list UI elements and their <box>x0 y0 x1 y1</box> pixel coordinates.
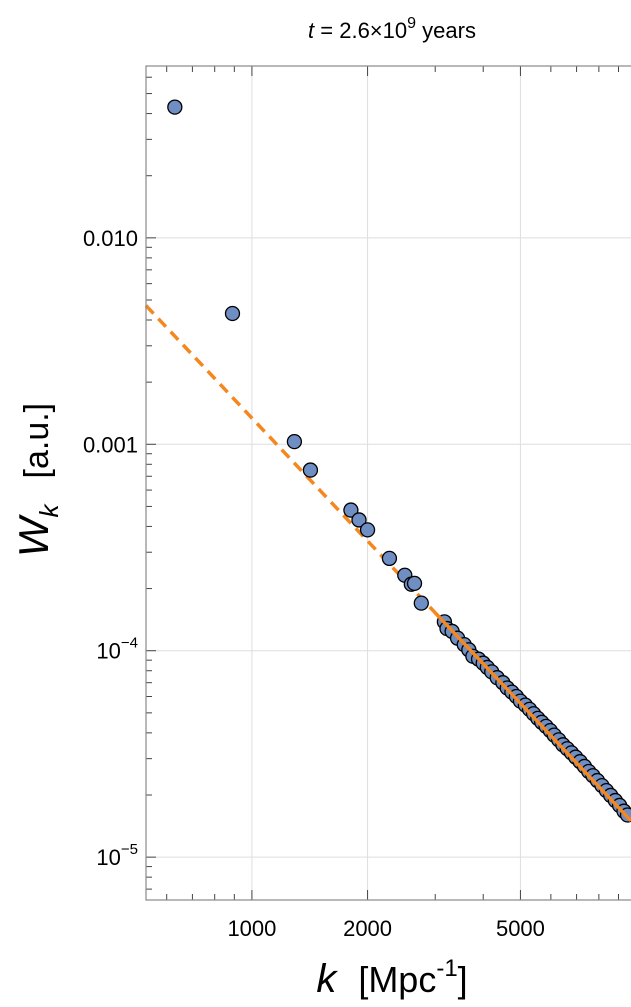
data-point <box>413 595 429 611</box>
title-middle: = 2.6×10 <box>314 18 407 43</box>
data-point <box>351 512 367 528</box>
title-prefix: t <box>308 18 315 43</box>
title-exponent: 9 <box>407 15 416 32</box>
y-axis-title: Wk [a.u.] <box>10 403 64 557</box>
y-tick-label-base: 10 <box>96 639 120 664</box>
data-point <box>381 550 398 567</box>
ylabel-subscript: k <box>34 502 64 517</box>
data-points <box>167 99 631 823</box>
x-tick-label: 2000 <box>343 916 392 941</box>
y-tick-label: 0.001 <box>83 432 138 457</box>
data-point <box>224 305 241 322</box>
x-tick-label: 1000 <box>227 916 276 941</box>
y-tick-label: 10−5 <box>96 841 138 870</box>
title-suffix: years <box>416 18 476 43</box>
fit-line-dashed <box>144 304 437 614</box>
grid-lines <box>146 66 631 900</box>
xlabel-unit-exponent: -1 <box>436 955 457 982</box>
y-tick-label: 0.010 <box>83 226 138 251</box>
chart-title: t = 2.6×109 years <box>308 15 476 43</box>
x-axis-title: k [Mpc-1] <box>316 955 467 1001</box>
xlabel-symbol: k <box>316 957 338 1001</box>
data-point <box>359 522 376 538</box>
plot-frame <box>145 65 631 901</box>
xlabel-unit: [Mpc <box>358 959 436 1000</box>
data-point <box>167 99 183 115</box>
ylabel-symbol: W <box>10 514 57 557</box>
fit-line-solid <box>433 611 631 822</box>
fit-line-overlay <box>433 611 631 822</box>
data-point <box>343 502 359 518</box>
svg-text:Wk[a.u.]: Wk [a.u.] <box>10 403 64 557</box>
ylabel-unit: [a.u.] <box>18 403 56 479</box>
axis-ticks <box>146 66 620 900</box>
xlabel-unit-close: ] <box>458 959 468 1000</box>
y-tick-label-exponent: −5 <box>121 841 138 858</box>
x-tick-label: 5000 <box>496 916 545 941</box>
y-tick-label-exponent: −4 <box>121 635 138 652</box>
y-tick-label-base: 10 <box>96 845 120 870</box>
data-point <box>406 575 423 591</box>
data-point <box>286 433 303 450</box>
y-tick-label: 10−4 <box>96 635 138 664</box>
data-point <box>302 462 319 478</box>
